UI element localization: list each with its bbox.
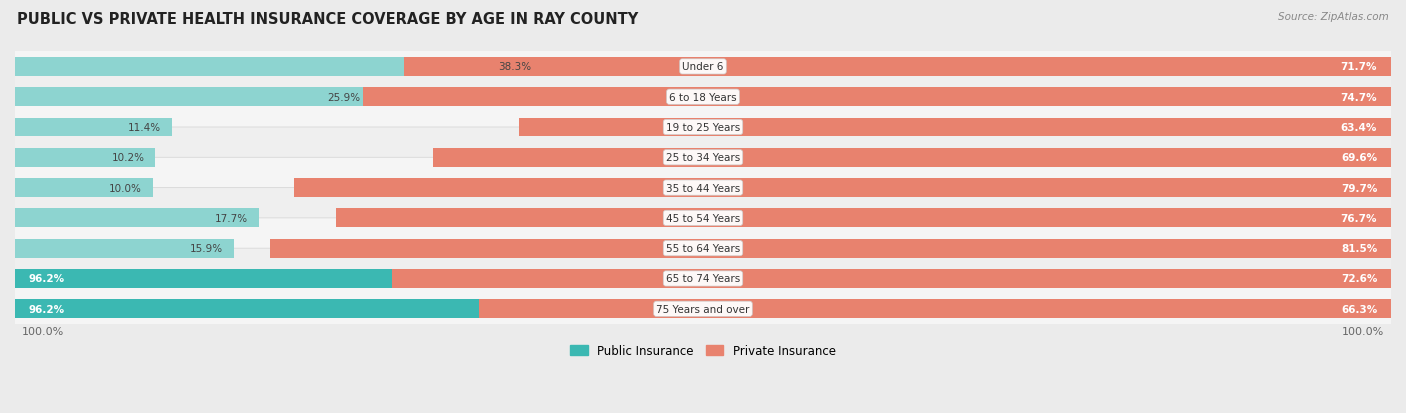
- Text: 76.7%: 76.7%: [1341, 214, 1378, 223]
- Text: 63.4%: 63.4%: [1341, 123, 1378, 133]
- Text: 79.7%: 79.7%: [1341, 183, 1378, 193]
- Bar: [15, 118, 172, 137]
- Bar: [433, 149, 1391, 167]
- Bar: [15, 88, 371, 107]
- Text: 66.3%: 66.3%: [1341, 304, 1378, 314]
- Bar: [405, 58, 1391, 77]
- FancyBboxPatch shape: [8, 279, 1398, 339]
- FancyBboxPatch shape: [8, 37, 1398, 97]
- Text: 6 to 18 Years: 6 to 18 Years: [669, 93, 737, 102]
- Text: 11.4%: 11.4%: [128, 123, 160, 133]
- Text: 45 to 54 Years: 45 to 54 Years: [666, 214, 740, 223]
- Bar: [294, 179, 1391, 197]
- Bar: [15, 149, 155, 167]
- Text: 81.5%: 81.5%: [1341, 244, 1378, 254]
- Bar: [270, 239, 1391, 258]
- Text: Under 6: Under 6: [682, 62, 724, 72]
- FancyBboxPatch shape: [8, 97, 1398, 158]
- Text: 15.9%: 15.9%: [190, 244, 222, 254]
- Text: 69.6%: 69.6%: [1341, 153, 1378, 163]
- Text: 35 to 44 Years: 35 to 44 Years: [666, 183, 740, 193]
- Text: 100.0%: 100.0%: [1341, 326, 1384, 336]
- Bar: [15, 179, 153, 197]
- Bar: [15, 58, 541, 77]
- FancyBboxPatch shape: [8, 67, 1398, 128]
- FancyBboxPatch shape: [8, 218, 1398, 279]
- Bar: [15, 209, 259, 228]
- Text: 72.6%: 72.6%: [1341, 274, 1378, 284]
- Bar: [15, 269, 1339, 288]
- Text: 38.3%: 38.3%: [498, 62, 531, 72]
- Bar: [363, 88, 1391, 107]
- FancyBboxPatch shape: [8, 158, 1398, 218]
- Text: 19 to 25 Years: 19 to 25 Years: [666, 123, 740, 133]
- Bar: [392, 269, 1391, 288]
- Text: 10.2%: 10.2%: [111, 153, 145, 163]
- Bar: [478, 300, 1391, 318]
- Text: 25.9%: 25.9%: [328, 93, 360, 102]
- Text: 74.7%: 74.7%: [1340, 93, 1378, 102]
- Text: 71.7%: 71.7%: [1341, 62, 1378, 72]
- Text: 10.0%: 10.0%: [108, 183, 142, 193]
- FancyBboxPatch shape: [8, 128, 1398, 188]
- Bar: [15, 300, 1339, 318]
- Bar: [15, 239, 233, 258]
- Text: 75 Years and over: 75 Years and over: [657, 304, 749, 314]
- Text: 65 to 74 Years: 65 to 74 Years: [666, 274, 740, 284]
- Text: 25 to 34 Years: 25 to 34 Years: [666, 153, 740, 163]
- Text: 96.2%: 96.2%: [28, 304, 65, 314]
- Text: 96.2%: 96.2%: [28, 274, 65, 284]
- Text: PUBLIC VS PRIVATE HEALTH INSURANCE COVERAGE BY AGE IN RAY COUNTY: PUBLIC VS PRIVATE HEALTH INSURANCE COVER…: [17, 12, 638, 27]
- FancyBboxPatch shape: [8, 249, 1398, 309]
- Text: 100.0%: 100.0%: [22, 326, 65, 336]
- Bar: [336, 209, 1391, 228]
- FancyBboxPatch shape: [8, 188, 1398, 249]
- Text: 55 to 64 Years: 55 to 64 Years: [666, 244, 740, 254]
- Bar: [519, 118, 1391, 137]
- Legend: Public Insurance, Private Insurance: Public Insurance, Private Insurance: [565, 339, 841, 362]
- Text: 17.7%: 17.7%: [215, 214, 247, 223]
- Text: Source: ZipAtlas.com: Source: ZipAtlas.com: [1278, 12, 1389, 22]
